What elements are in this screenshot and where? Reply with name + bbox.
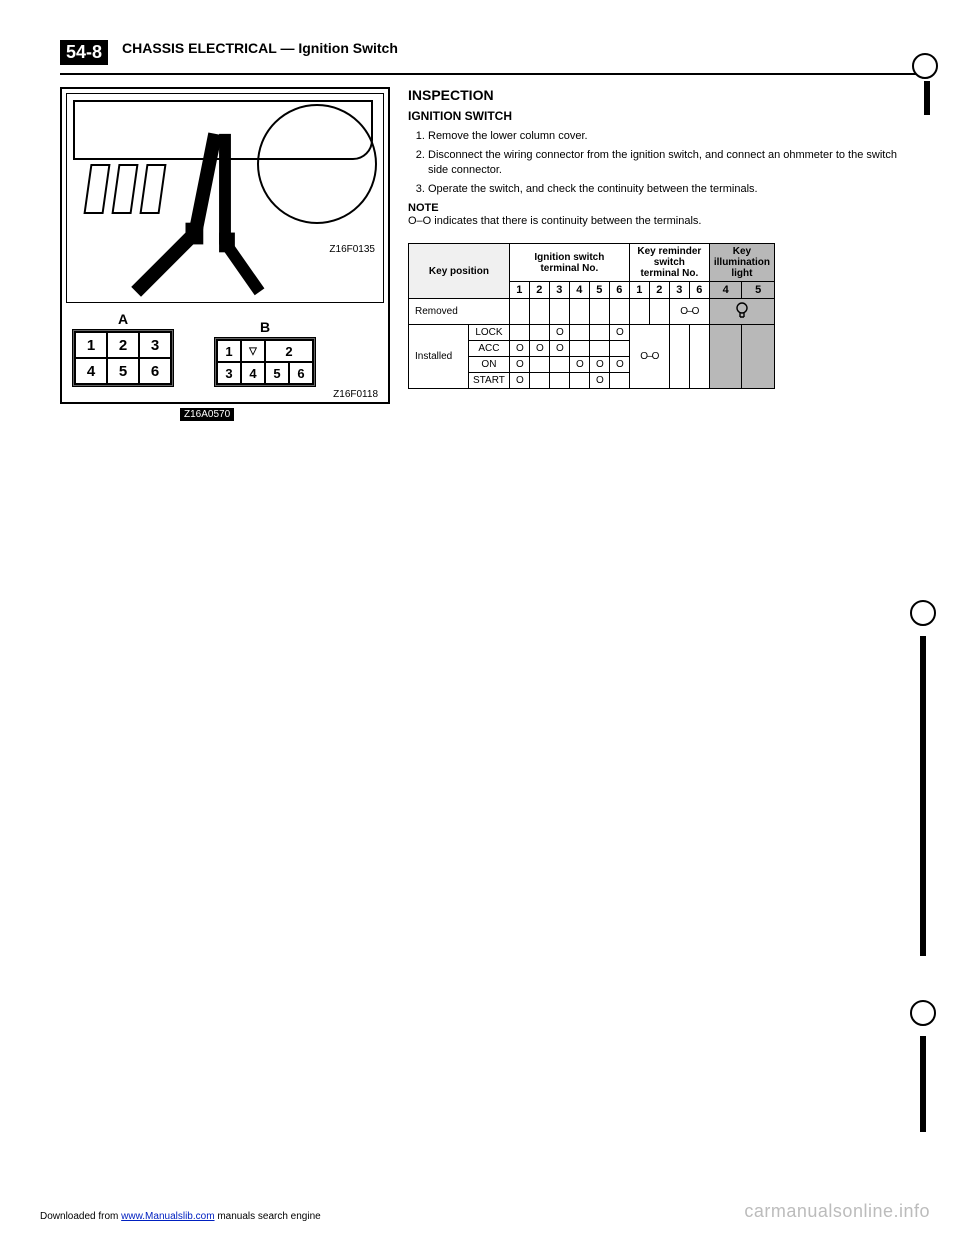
pos-start: START (469, 373, 510, 389)
ill-icon (709, 299, 774, 325)
rem-installed-12: O–O (629, 325, 669, 389)
ign-header: Ignition switch terminal No. (509, 244, 629, 282)
margin-bar-2 (920, 636, 926, 956)
connector-a-label: A (72, 311, 174, 327)
footer-watermark: carmanualsonline.info (744, 1201, 930, 1222)
conn-a-4: 4 (75, 358, 107, 384)
ign-on-1: O (509, 357, 529, 373)
figure-code-top: Z16F0135 (329, 244, 375, 255)
ign-col-2: 2 (529, 282, 549, 299)
conn-b-1: 1 (217, 340, 241, 362)
figure-column: Z16F0135 A 1 2 3 4 5 6 (60, 87, 390, 422)
ign-lock-3: O (549, 325, 569, 341)
illustration-drawing: Z16F0135 (66, 93, 384, 303)
conn-b-key: ▽ (241, 340, 265, 362)
footer-link[interactable]: www.Manualslib.com (121, 1211, 214, 1222)
figure-frame: Z16F0135 A 1 2 3 4 5 6 (60, 87, 390, 404)
conn-b-2: 2 (265, 340, 313, 362)
cable-svg (67, 94, 383, 302)
footer-suffix: manuals search engine (217, 1211, 320, 1222)
continuity-table: Key position Ignition switch terminal No… (408, 243, 775, 389)
footer-left: Downloaded from www.Manualslib.com manua… (40, 1211, 321, 1222)
pos-on: ON (469, 357, 510, 373)
header-rule (60, 73, 920, 75)
figure-code-mid: Z16F0118 (66, 389, 384, 400)
ign-col-5: 5 (589, 282, 609, 299)
ill-header: Key illumination light (709, 244, 774, 282)
connector-b-grid: 1 ▽ 2 3 4 5 6 (214, 337, 316, 387)
note-label: NOTE (408, 202, 920, 214)
ign-acc-3: O (549, 341, 569, 357)
step-2: Disconnect the wiring connector from the… (428, 148, 920, 178)
right-column: INSPECTION IGNITION SWITCH Remove the lo… (408, 87, 920, 422)
ign-on-6: O (609, 357, 629, 373)
ign-start-5: O (589, 373, 609, 389)
margin-bar-1 (924, 81, 930, 115)
rem-col-3: 3 (669, 282, 689, 299)
conn-a-2: 2 (107, 332, 139, 358)
conn-b-6: 6 (289, 362, 313, 384)
note-text: O–O indicates that there is continuity b… (408, 214, 920, 229)
pos-lock: LOCK (469, 325, 510, 341)
ign-lock-6: O (609, 325, 629, 341)
step-1: Remove the lower column cover. (428, 129, 920, 144)
footer-prefix: Downloaded from (40, 1211, 121, 1222)
rem-col-6: 6 (689, 282, 709, 299)
margin-bar-3 (920, 1036, 926, 1132)
table-row: Installed LOCK O O O–O (409, 325, 775, 341)
pos-acc: ACC (469, 341, 510, 357)
row-removed: Removed (409, 299, 510, 325)
connector-a-grid: 1 2 3 4 5 6 (72, 329, 174, 387)
page-title: CHASSIS ELECTRICAL — Ignition Switch (122, 40, 920, 56)
inspection-steps: Remove the lower column cover. Disconnec… (408, 129, 920, 196)
conn-b-5: 5 (265, 362, 289, 384)
margin-circle-bot (910, 1000, 936, 1026)
conn-a-6: 6 (139, 358, 171, 384)
ill-col-5: 5 (742, 282, 775, 299)
ign-acc-1: O (509, 341, 529, 357)
connector-a: A 1 2 3 4 5 6 (72, 311, 174, 387)
conn-a-3: 3 (139, 332, 171, 358)
ign-on-5: O (589, 357, 609, 373)
inspection-heading: INSPECTION (408, 87, 920, 103)
conn-a-1: 1 (75, 332, 107, 358)
ign-col-6: 6 (609, 282, 629, 299)
margin-circle-mid (910, 600, 936, 626)
ill-col-4: 4 (709, 282, 742, 299)
ign-col-1: 1 (509, 282, 529, 299)
conn-b-3: 3 (217, 362, 241, 384)
ign-col-3: 3 (549, 282, 569, 299)
table-corner: Key position (409, 244, 510, 299)
ign-acc-2: O (529, 341, 549, 357)
bulb-icon (733, 301, 751, 319)
inspection-subheading: IGNITION SWITCH (408, 109, 920, 123)
connector-b: B 1 ▽ 2 3 4 5 6 (214, 319, 316, 387)
rem-header: Key reminder switch terminal No. (629, 244, 709, 282)
page-number: 54-8 (60, 40, 108, 65)
table-row: Removed O–O (409, 299, 775, 325)
row-installed: Installed (409, 325, 469, 389)
connector-b-label: B (214, 319, 316, 335)
conn-a-5: 5 (107, 358, 139, 384)
rem-col-2: 2 (649, 282, 669, 299)
figure-caption: Z16A0570 (180, 408, 234, 421)
ign-on-4: O (569, 357, 589, 373)
rem-removed-36: O–O (669, 299, 709, 325)
ign-col-4: 4 (569, 282, 589, 299)
margin-circle-top (912, 53, 938, 79)
ign-start-1: O (509, 373, 529, 389)
conn-b-4: 4 (241, 362, 265, 384)
rem-col-1: 1 (629, 282, 649, 299)
step-3: Operate the switch, and check the contin… (428, 182, 920, 197)
